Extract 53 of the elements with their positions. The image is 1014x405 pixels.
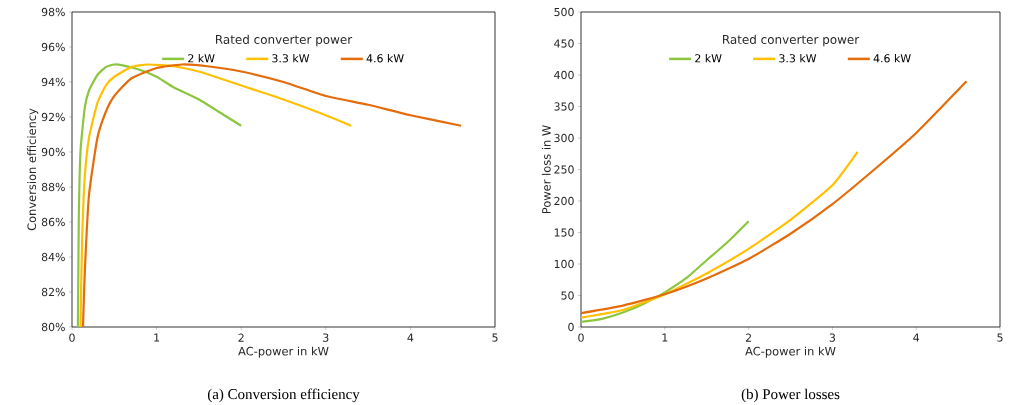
x-tick-label: 1 [154, 333, 160, 342]
x-axis-title: AC-power in kW [745, 346, 836, 358]
y-tick-label: 92% [41, 112, 65, 122]
legend-label: 3.3 kW [272, 53, 310, 63]
x-tick-label: 5 [997, 333, 1003, 342]
y-tick-label: 450 [554, 39, 574, 48]
y-tick-label: 86% [41, 217, 65, 227]
y-tick-label: 84% [41, 252, 65, 262]
y-tick-label: 0 [568, 322, 574, 332]
line-series [581, 220, 750, 324]
x-tick-label: 0 [578, 333, 584, 342]
text: (b) Power losses [741, 388, 840, 403]
x-tick-label: 4 [913, 333, 920, 342]
y-tick-label: 100 [554, 259, 574, 269]
line-series [76, 63, 243, 327]
y-tick-label: 80% [41, 322, 65, 332]
x-tick-label: 5 [492, 333, 498, 342]
x-tick-label: 2 [745, 333, 751, 342]
legend-label: 3.3 kW [779, 53, 817, 63]
x-tick-label: 0 [69, 333, 75, 342]
text: (a) Conversion efficiency [207, 388, 360, 403]
y-tick-label: 350 [554, 102, 574, 111]
legend-title: Rated converter power [723, 34, 860, 47]
y-tick-label: 500 [554, 7, 574, 17]
legend-label: 2 kW [188, 53, 215, 63]
line-series [581, 150, 859, 319]
y-tick-label: 96% [41, 42, 65, 52]
y-tick-label: 250 [554, 165, 574, 174]
y-tick-label: 98% [41, 7, 65, 17]
x-tick-label: 1 [662, 333, 668, 342]
x-tick-label: 4 [407, 333, 414, 342]
line-series [581, 80, 968, 315]
y-tick-label: 82% [41, 287, 65, 297]
y-tick-label: 88% [41, 182, 65, 192]
y-axis-title: Power loss in W [541, 125, 551, 214]
y-tick-label: 94% [41, 77, 65, 87]
y-axis-title: Conversion efficiency [27, 108, 39, 231]
y-tick-label: 400 [554, 70, 574, 80]
line-series [79, 63, 353, 327]
y-tick-label: 90% [41, 147, 65, 157]
x-tick-label: 3 [323, 333, 329, 342]
y-tick-label: 300 [554, 133, 574, 143]
y-tick-label: 150 [554, 228, 574, 237]
y-tick-label: 200 [554, 196, 574, 206]
x-tick-label: 2 [238, 333, 244, 342]
legend-label: 2 kW [695, 53, 722, 63]
legend-label: 4.6 kW [873, 53, 911, 63]
x-axis-title: AC-power in kW [238, 346, 329, 358]
legend-label: 4.6 kW [366, 53, 404, 63]
legend-title: Rated converter power [216, 34, 353, 47]
x-tick-label: 3 [829, 333, 836, 342]
line-series [81, 63, 463, 327]
y-tick-label: 50 [561, 291, 574, 300]
